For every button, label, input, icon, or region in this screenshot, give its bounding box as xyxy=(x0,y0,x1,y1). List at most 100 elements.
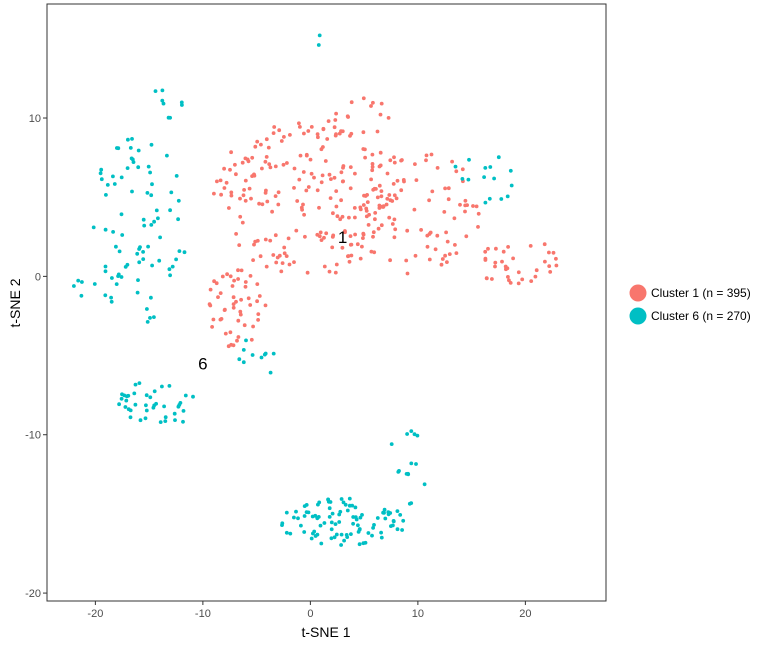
cluster-1-point xyxy=(218,178,223,183)
cluster-6-point xyxy=(168,115,173,120)
cluster-1-point xyxy=(259,142,263,147)
cluster-1-point xyxy=(319,238,324,243)
cluster-1-point xyxy=(300,207,304,212)
cluster-1-point xyxy=(208,287,213,292)
cluster-1-point xyxy=(274,260,279,265)
cluster-6-point xyxy=(271,351,276,356)
cluster-1-point xyxy=(322,264,327,269)
cluster-1-point xyxy=(273,194,278,199)
cluster-1-point xyxy=(476,211,481,216)
cluster-1-point xyxy=(222,166,227,171)
cluster-6-point xyxy=(114,282,119,286)
cluster-1-point xyxy=(246,159,251,164)
cluster-6-point xyxy=(487,196,492,201)
cluster-1-point xyxy=(306,185,311,189)
cluster-6-point xyxy=(144,403,148,408)
cluster-1-point xyxy=(339,198,343,203)
cluster-6-point xyxy=(156,216,160,221)
y-tick-label: 0 xyxy=(35,271,41,283)
cluster-6-point xyxy=(168,273,173,278)
cluster-1-point xyxy=(338,217,343,222)
cluster-1-point xyxy=(463,203,468,208)
cluster-6-point xyxy=(109,299,114,304)
cluster-6-point xyxy=(150,263,155,268)
cluster-6-point xyxy=(99,177,104,182)
cluster-6-point xyxy=(103,293,108,298)
cluster-6-point xyxy=(183,393,188,398)
cluster-1-point xyxy=(506,245,510,249)
cluster-1-point xyxy=(222,186,227,190)
cluster-1-point xyxy=(516,270,521,275)
cluster-1-point xyxy=(378,163,383,168)
cluster-6-point xyxy=(146,244,151,249)
cluster-1-point xyxy=(242,323,247,328)
cluster-1-point xyxy=(301,202,305,207)
cluster-1-point xyxy=(308,157,313,162)
cluster-1-point xyxy=(238,196,242,201)
cluster-6-point xyxy=(116,272,121,277)
cluster-1-point xyxy=(506,275,510,279)
cluster-6-point xyxy=(415,433,420,438)
cluster-1-point xyxy=(348,165,353,170)
cluster-6-point xyxy=(294,509,298,514)
cluster-1-point xyxy=(460,167,465,172)
cluster-6-point xyxy=(163,419,168,423)
cluster-6-point xyxy=(499,197,504,201)
cluster-6-point xyxy=(182,250,187,255)
cluster-6-point xyxy=(170,264,175,269)
cluster-1-point xyxy=(347,215,351,220)
cluster-6-point xyxy=(319,541,324,546)
cluster-6-point xyxy=(158,235,163,240)
cluster-1-point xyxy=(376,226,381,231)
cluster-1-point xyxy=(237,243,242,248)
cluster-6-point xyxy=(149,223,154,227)
cluster-6-point xyxy=(157,258,162,263)
cluster-1-point xyxy=(229,150,234,155)
cluster-6-point xyxy=(141,257,146,261)
cluster-6-point xyxy=(119,175,124,180)
cluster-1-point xyxy=(405,271,410,276)
cluster-1-point xyxy=(347,259,352,264)
cluster-1-point xyxy=(369,249,374,254)
cluster-1-point xyxy=(394,196,399,201)
cluster-1-point xyxy=(413,253,418,258)
cluster-1-point xyxy=(388,258,392,263)
cluster-1-point xyxy=(257,294,262,298)
cluster-1-point xyxy=(346,115,350,119)
cluster-1-point xyxy=(493,264,497,269)
cluster-1-point xyxy=(229,193,234,198)
cluster-1-point xyxy=(361,147,366,151)
cluster-6-point xyxy=(163,415,168,420)
cluster-6-point xyxy=(149,295,153,300)
cluster-1-point xyxy=(364,214,369,219)
cluster-1-point xyxy=(427,257,432,262)
cluster-1-point xyxy=(297,177,302,182)
cluster-6-point xyxy=(397,469,401,473)
cluster-1-point xyxy=(265,199,270,204)
cluster-6-point xyxy=(379,530,383,535)
cluster-6-point xyxy=(357,542,362,547)
cluster-6-point xyxy=(111,230,115,234)
cluster-1-point xyxy=(340,245,345,250)
y-tick-label: 10 xyxy=(29,113,41,125)
cluster-6-point xyxy=(165,153,169,158)
cluster-1-point xyxy=(379,223,384,228)
cluster-1-point xyxy=(252,242,256,247)
cluster-6-point xyxy=(317,33,322,38)
cluster-1-point xyxy=(349,242,354,247)
cluster-1-point xyxy=(500,259,504,264)
cluster-1-point xyxy=(493,260,498,265)
cluster-1-point xyxy=(325,137,330,141)
cluster-6-point xyxy=(339,543,343,547)
cluster-6-point xyxy=(148,395,153,400)
cluster-1-point xyxy=(392,160,397,165)
cluster-1-point xyxy=(528,244,533,248)
cluster-1-point xyxy=(247,186,252,191)
cluster-1-point xyxy=(263,237,268,242)
cluster-6-point xyxy=(318,523,323,528)
cluster-6-point xyxy=(482,175,486,180)
cluster-6-point xyxy=(505,194,510,199)
cluster-6-point xyxy=(345,508,350,513)
cluster-6-point xyxy=(154,401,159,406)
cluster-6-point xyxy=(379,535,384,540)
